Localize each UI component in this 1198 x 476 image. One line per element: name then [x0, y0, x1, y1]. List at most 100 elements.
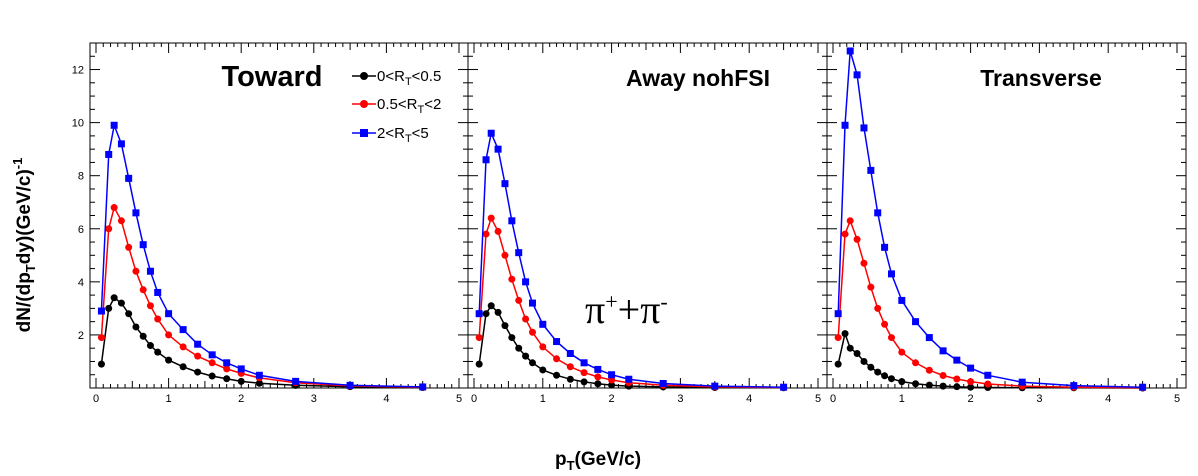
data-point [501, 251, 509, 259]
y-tick-label: 8 [78, 171, 84, 183]
y-tick-label: 10 [72, 118, 84, 130]
data-point [860, 357, 868, 365]
data-point [154, 288, 162, 296]
data-point [117, 140, 125, 148]
data-point [953, 356, 961, 364]
data-point [887, 270, 895, 278]
data-point [528, 359, 536, 367]
data-point [292, 377, 300, 385]
legend-label-3: 2<RT<5 [377, 125, 429, 145]
data-point [881, 243, 889, 251]
data-point [165, 331, 173, 339]
data-point [594, 380, 602, 388]
data-point [967, 383, 975, 391]
data-point [912, 318, 920, 326]
data-point [594, 365, 602, 373]
data-point [939, 347, 947, 355]
legend-marker-3 [360, 129, 368, 137]
data-point [925, 381, 933, 389]
data-point [501, 180, 509, 188]
data-point [146, 302, 154, 310]
x-tick-label: 3 [1036, 393, 1042, 405]
data-point [154, 348, 162, 356]
data-point [255, 371, 263, 379]
y-tick-label: 6 [78, 224, 84, 236]
data-point [841, 230, 849, 238]
data-point [912, 380, 920, 388]
data-point [867, 363, 875, 371]
x-tick-label: 0 [830, 393, 836, 405]
data-point [255, 379, 263, 387]
data-point [194, 340, 202, 348]
data-point [528, 299, 536, 307]
data-point [887, 334, 895, 342]
x-tick-label: 3 [311, 393, 317, 405]
x-tick-label: 1 [540, 393, 546, 405]
data-point [105, 304, 113, 312]
x-tick-label: 4 [1105, 393, 1111, 405]
data-point [419, 383, 427, 391]
data-point [594, 373, 602, 381]
data-point [515, 249, 523, 257]
data-point [125, 310, 133, 318]
data-point [566, 375, 574, 383]
data-point [97, 360, 105, 368]
data-point [939, 372, 947, 380]
data-point [105, 150, 113, 158]
data-point [846, 47, 854, 55]
x-tick-label: 2 [968, 393, 974, 405]
data-point [939, 382, 947, 390]
data-point [580, 359, 588, 367]
data-point [953, 383, 961, 391]
data-point [482, 156, 490, 164]
data-point [967, 378, 975, 386]
data-point [984, 380, 992, 388]
data-point [539, 343, 547, 351]
x-tick-label: 1 [166, 393, 172, 405]
data-point [898, 348, 906, 356]
x-tick-label: 3 [677, 393, 683, 405]
data-point [208, 351, 216, 359]
data-point [346, 381, 354, 389]
data-point [487, 302, 495, 310]
panel-3: 0 1 2 3 4 5 Transverse [826, 42, 1187, 405]
data-point [874, 304, 882, 312]
data-point [139, 241, 147, 249]
data-point [110, 204, 118, 212]
data-point [194, 368, 202, 376]
legend-label-1: 0<RT<0.5 [377, 68, 441, 88]
data-point [146, 267, 154, 275]
particle-annotation: π++π- [585, 287, 668, 332]
data-point [139, 332, 147, 340]
data-point [208, 359, 216, 367]
data-point [501, 322, 509, 330]
data-point [984, 371, 992, 379]
data-point [625, 375, 633, 383]
data-point [522, 352, 530, 360]
y-tick-label: 2 [78, 330, 84, 342]
data-point [508, 334, 516, 342]
data-point [117, 217, 125, 225]
data-point [898, 296, 906, 304]
data-point [179, 326, 187, 334]
data-point [237, 365, 245, 373]
data-point [834, 310, 842, 318]
data-point [494, 227, 502, 235]
data-point [132, 267, 140, 275]
data-point [132, 209, 140, 217]
data-point [139, 286, 147, 294]
panel-title: Transverse [980, 65, 1101, 91]
y-axis-title: dN/(dpTdy)(GeV/c)-1 [10, 158, 38, 333]
data-point [608, 381, 616, 389]
data-point [194, 352, 202, 360]
x-tick-label: 5 [456, 393, 462, 405]
data-point [580, 369, 588, 377]
data-point [475, 360, 483, 368]
data-point [179, 343, 187, 351]
data-point [97, 307, 105, 315]
panel-2: 0 1 2 3 4 5 Away nohFSI [467, 42, 828, 405]
data-point [841, 121, 849, 129]
data-point [853, 71, 861, 79]
data-point [887, 375, 895, 383]
data-point [553, 338, 561, 346]
